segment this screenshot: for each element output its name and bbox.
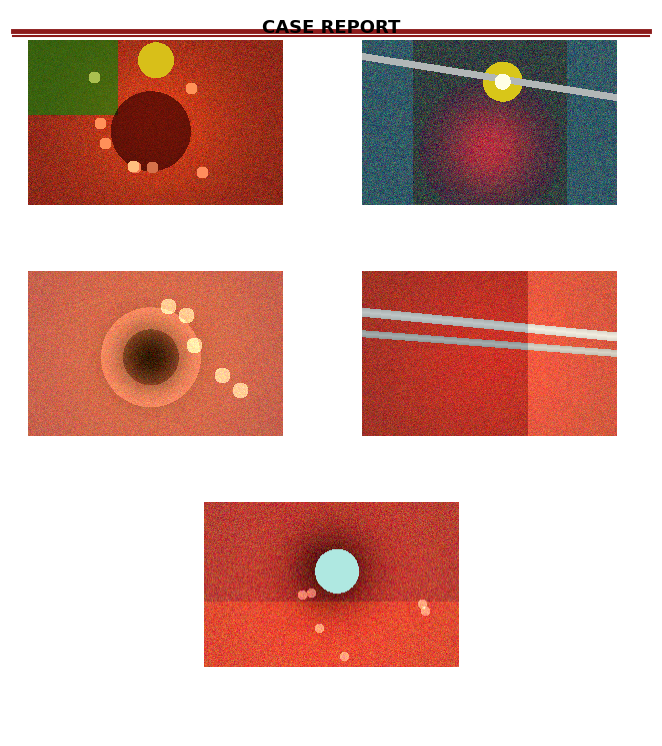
Text: Fig. 2: Yellowish plastic button, about 1x1cm
size being removed from the middle: Fig. 2: Yellowish plastic button, about … [349, 220, 630, 244]
Text: CASE REPORT: CASE REPORT [261, 19, 401, 37]
Text: Fig. 3: Subtotal perforation of
the tympanic membrane.: Fig. 3: Subtotal perforation of the tymp… [62, 451, 250, 474]
Text: Fig. 5: Myringostapediopexy done
using autologous incus.: Fig. 5: Myringostapediopexy done using a… [224, 683, 438, 706]
Text: Fig. 1: Otomicroscopy demonstrating
Yellowish foreign body in the middle ear.: Fig. 1: Otomicroscopy demonstrating Yell… [28, 220, 283, 244]
Text: Fig. 4: Extracting the dislocated
incus from the left middle ear.: Fig. 4: Extracting the dislocated incus … [389, 451, 590, 474]
